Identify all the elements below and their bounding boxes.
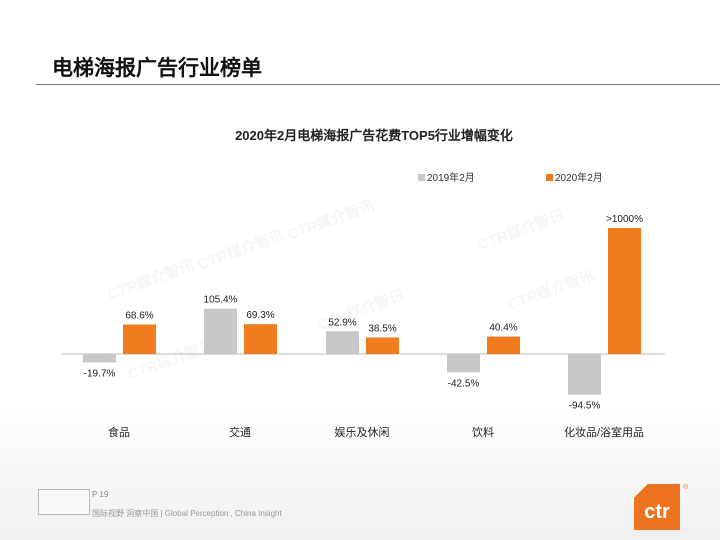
data-label: 105.4% [204, 295, 238, 306]
chart-title: 2020年2月电梯海报广告花费TOP5行业增幅变化 [235, 128, 513, 143]
bar [487, 336, 520, 354]
data-label: -42.5% [448, 378, 480, 389]
bar [204, 308, 237, 354]
bar [447, 354, 480, 373]
data-label: 52.9% [328, 317, 356, 328]
category-label: 食品 [108, 425, 130, 439]
watermark: CTR媒介智讯 [505, 266, 597, 314]
ctr-logo: ctr [634, 484, 680, 530]
bar [568, 354, 601, 395]
category-label: 交通 [229, 425, 251, 439]
watermark: CTR媒介智讯 [475, 206, 567, 254]
legend-swatch [546, 174, 553, 181]
bar [123, 324, 156, 354]
page-title: 电梯海报广告行业榜单 [52, 57, 262, 80]
title-divider [36, 84, 720, 85]
bar [608, 228, 641, 354]
data-label: >1000% [606, 214, 643, 225]
legend-label: 2020年2月 [555, 171, 603, 184]
data-label: 68.6% [125, 311, 153, 322]
data-label: 38.5% [368, 323, 396, 334]
footer-slogan: 国际视野 洞察中国 | Global Perception , China In… [92, 509, 282, 518]
registered-mark: ® [683, 484, 689, 491]
watermark: CTR媒介智讯 [195, 226, 287, 274]
bar [83, 354, 116, 363]
watermark: CTR媒介智讯 [285, 196, 377, 244]
category-label: 化妆品/浴室用品 [564, 425, 644, 439]
watermark: CTR媒介智讯 [105, 256, 197, 304]
bar [366, 337, 399, 354]
data-label: -19.7% [84, 368, 116, 379]
bar [326, 331, 359, 354]
legend-label: 2019年2月 [427, 171, 475, 184]
page-number: P 19 [92, 490, 109, 499]
data-label: 69.3% [246, 310, 274, 321]
category-label: 饮料 [472, 425, 494, 439]
bar [244, 324, 277, 354]
data-label: 40.4% [489, 323, 517, 334]
legend-swatch [418, 174, 425, 181]
data-label: -94.5% [569, 401, 601, 412]
category-label: 娱乐及休闲 [335, 425, 390, 439]
certification-logo [38, 489, 90, 515]
